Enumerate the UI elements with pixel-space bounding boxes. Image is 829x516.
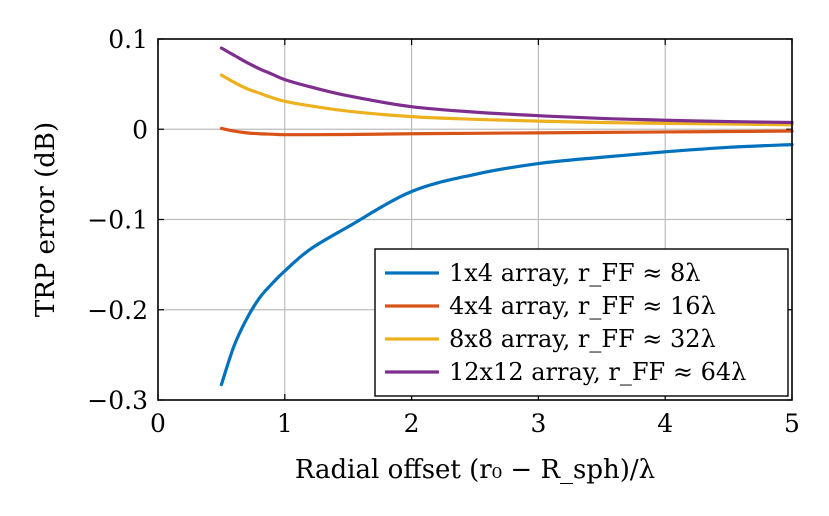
legend-entry-1: 1x4 array, r_FF ≈ 8λ bbox=[449, 259, 701, 287]
tick-labels: 0 1 2 3 4 5 0.1 0 −0.1 −0.2 −0.3 bbox=[87, 25, 800, 438]
y-tick-label: 0.1 bbox=[108, 25, 148, 54]
x-tick-label: 1 bbox=[277, 409, 293, 438]
legend-box bbox=[374, 248, 789, 397]
series-line-3 bbox=[219, 73, 794, 127]
series-layer bbox=[219, 46, 794, 387]
y-tick-label: −0.2 bbox=[87, 296, 148, 325]
series-line-4 bbox=[219, 46, 794, 125]
series-line-1 bbox=[219, 142, 794, 387]
legend-entry-2: 4x4 array, r_FF ≈ 16λ bbox=[449, 292, 716, 320]
legend: 1x4 array, r_FF ≈ 8λ 4x4 array, r_FF ≈ 16… bbox=[374, 248, 789, 397]
y-tick-label: 0 bbox=[132, 115, 148, 144]
plot-frame bbox=[157, 38, 793, 401]
y-tick-label: −0.1 bbox=[87, 206, 148, 235]
x-tick-label: 2 bbox=[404, 409, 420, 438]
x-axis-label: Radial offset (r₀ − R_sph)/λ bbox=[295, 455, 655, 485]
legend-entry-4: 12x12 array, r_FF ≈ 64λ bbox=[449, 358, 746, 386]
x-tick-label: 3 bbox=[530, 409, 546, 438]
x-tick-label: 5 bbox=[784, 409, 800, 438]
series-line-2 bbox=[219, 126, 794, 137]
y-tick-label: −0.3 bbox=[87, 386, 148, 415]
x-tick-label: 4 bbox=[657, 409, 673, 438]
legend-entry-3: 8x8 array, r_FF ≈ 32λ bbox=[449, 325, 716, 353]
x-tick-label: 0 bbox=[150, 409, 166, 438]
y-axis-label: TRP error (dB) bbox=[31, 122, 61, 317]
